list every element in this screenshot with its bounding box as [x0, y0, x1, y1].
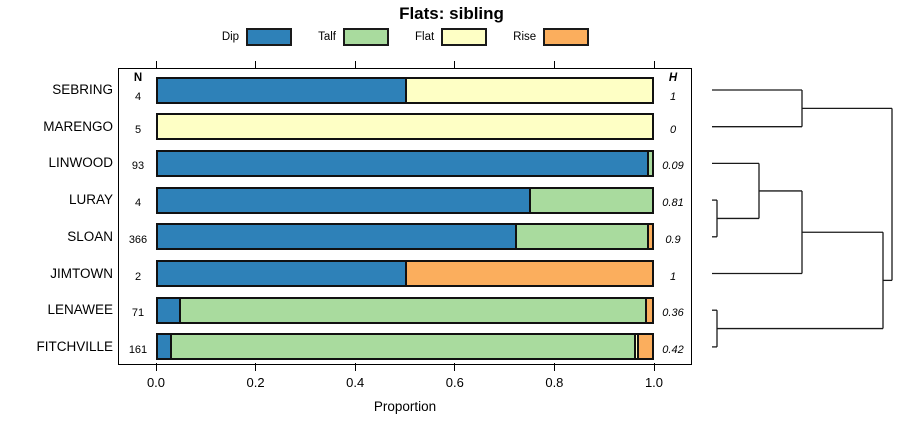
legend-swatch-dip — [246, 28, 293, 46]
stacked-bar-sebring — [156, 76, 654, 104]
bar-segment-rise — [636, 335, 652, 359]
h-value: 0.42 — [662, 343, 684, 356]
x-axis-tick-label: 0.6 — [445, 375, 464, 390]
chart-title: Flats: sibling — [399, 4, 504, 23]
legend-swatch-rise — [543, 28, 590, 46]
bar-segment-flat — [633, 335, 637, 359]
n-value: 71 — [131, 307, 145, 320]
bar-segment-rise — [405, 262, 652, 285]
bar-segment-talf — [170, 335, 634, 359]
stacked-bar-jimtown — [156, 260, 654, 287]
legend-entry-dip: Dip — [221, 28, 293, 46]
bar-segment-rise — [647, 225, 652, 249]
x-axis-tick-top — [653, 61, 655, 68]
x-axis-tick-top — [454, 61, 456, 68]
row-label-fitchville: FITCHVILLE — [36, 338, 113, 354]
row-label-sloan: SLOAN — [67, 228, 113, 244]
h-value: 0.9 — [665, 233, 681, 246]
x-axis-tick-top — [354, 61, 356, 68]
bar-segment-dip — [158, 298, 179, 322]
x-axis-tick-bottom — [155, 363, 157, 371]
x-axis-title: Proportion — [373, 399, 437, 414]
stacked-bar-linwood — [156, 149, 654, 177]
bar-segment-rise — [645, 298, 652, 322]
legend-entry-talf: Talf — [318, 28, 389, 46]
legend-swatch-flat — [441, 28, 488, 46]
x-axis-tick-bottom — [653, 363, 655, 371]
x-axis-tick-label: 1.0 — [644, 375, 664, 390]
bar-segment-talf — [528, 188, 652, 212]
bar-segment-flat — [405, 78, 652, 102]
n-value: 5 — [134, 123, 142, 136]
stacked-bar-marengo — [156, 113, 654, 141]
x-axis-tick-bottom — [255, 363, 257, 371]
bar-segment-dip — [158, 335, 171, 359]
bar-segment-flat — [158, 115, 652, 139]
stacked-bar-luray — [156, 186, 654, 214]
row-label-lenawee: LENAWEE — [47, 302, 113, 318]
legend-entry-flat: Flat — [414, 28, 488, 46]
row-label-luray: LURAY — [68, 192, 113, 208]
n-value: 366 — [128, 233, 148, 246]
bar-segment-dip — [158, 78, 405, 102]
n-value: 2 — [134, 270, 142, 283]
h-value: 0 — [669, 123, 677, 136]
x-axis-tick-top — [255, 61, 257, 68]
n-value: 93 — [131, 160, 145, 173]
x-axis-tick-bottom — [454, 363, 456, 371]
bar-segment-dip — [158, 188, 529, 212]
legend-entry-rise: Rise — [513, 28, 590, 46]
column-header-n: N — [133, 72, 143, 84]
legend-label: Dip — [221, 31, 240, 43]
x-axis-tick-label: 0.4 — [346, 375, 365, 390]
stacked-bar-fitchville — [156, 333, 654, 361]
x-axis-tick-label: 0.8 — [545, 375, 564, 390]
x-axis-tick-top — [155, 61, 157, 68]
h-value: 1 — [669, 270, 677, 283]
n-value: 4 — [134, 91, 142, 103]
dendrogram — [712, 89, 893, 348]
column-header-h: H — [668, 72, 678, 84]
x-axis-tick-bottom — [553, 363, 555, 371]
bar-segment-dip — [158, 151, 647, 175]
row-label-marengo: MARENGO — [43, 118, 113, 134]
row-label-linwood: LINWOOD — [48, 155, 113, 171]
bar-segment-talf — [646, 151, 652, 175]
plot-area-border — [118, 68, 692, 365]
legend: Dip Talf Flat Rise — [118, 28, 693, 46]
legend-label: Flat — [414, 31, 435, 43]
legend-label: Rise — [513, 31, 537, 43]
legend-label: Talf — [318, 31, 336, 43]
stacked-bar-sloan — [156, 223, 654, 251]
h-value: 0.81 — [662, 197, 684, 210]
h-value: 0.36 — [662, 307, 684, 320]
bar-segment-talf — [178, 298, 646, 322]
bar-segment-talf — [514, 225, 648, 249]
n-value: 4 — [134, 197, 142, 210]
h-value: 1 — [669, 91, 677, 103]
x-axis-tick-label: 0.0 — [146, 375, 166, 390]
legend-swatch-talf — [342, 28, 389, 46]
row-label-jimtown: JIMTOWN — [50, 265, 113, 281]
x-axis-tick-bottom — [354, 363, 356, 371]
row-label-sebring: SEBRING — [52, 82, 113, 97]
x-axis-tick-top — [553, 61, 555, 68]
n-value: 161 — [128, 343, 148, 356]
stacked-bar-lenawee — [156, 296, 654, 324]
bar-segment-dip — [158, 262, 405, 285]
x-axis-tick-label: 0.2 — [246, 375, 265, 390]
bar-segment-dip — [158, 225, 515, 249]
h-value: 0.09 — [662, 160, 684, 173]
